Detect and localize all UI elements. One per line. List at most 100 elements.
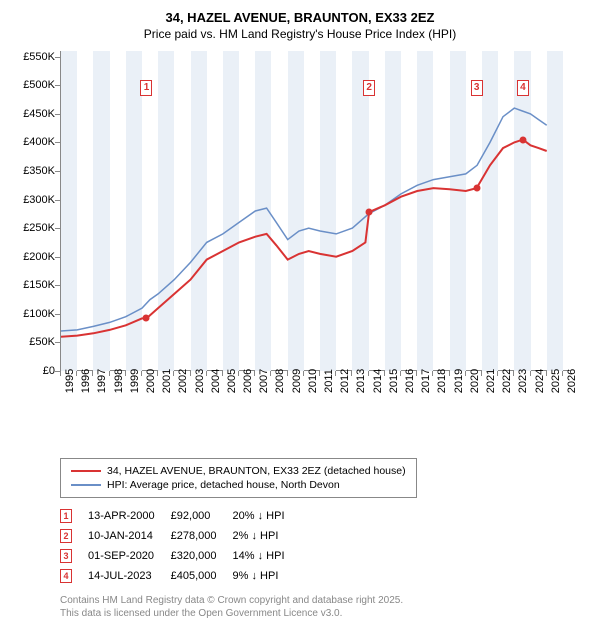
sale-date: 13-APR-2000 (88, 506, 171, 526)
y-axis-label: £300K (15, 194, 55, 206)
chart-svg (61, 51, 571, 371)
y-tick (55, 200, 60, 201)
sale-point (473, 185, 480, 192)
table-row: 414-JUL-2023£405,0009% ↓ HPI (60, 566, 301, 586)
sale-price: £320,000 (171, 546, 233, 566)
x-tick (287, 371, 288, 376)
sale-price: £405,000 (171, 566, 233, 586)
x-axis-label: 2019 (453, 369, 465, 393)
x-axis-label: 1998 (113, 369, 125, 393)
x-tick (481, 371, 482, 376)
y-tick (55, 114, 60, 115)
x-tick (513, 371, 514, 376)
table-row: 210-JAN-2014£278,0002% ↓ HPI (60, 526, 301, 546)
sale-diff: 9% ↓ HPI (233, 566, 301, 586)
x-tick (303, 371, 304, 376)
legend-row-2: HPI: Average price, detached house, Nort… (71, 478, 406, 492)
x-tick (530, 371, 531, 376)
y-axis-label: £0 (15, 365, 55, 377)
y-axis-label: £50K (15, 336, 55, 348)
chart-container: 34, HAZEL AVENUE, BRAUNTON, EX33 2EZ Pri… (0, 0, 600, 620)
x-axis-label: 2016 (404, 369, 416, 393)
x-tick (60, 371, 61, 376)
y-tick (55, 142, 60, 143)
x-axis-label: 2026 (566, 369, 578, 393)
x-tick (319, 371, 320, 376)
x-tick (449, 371, 450, 376)
x-tick (109, 371, 110, 376)
x-axis-label: 2003 (194, 369, 206, 393)
y-tick (55, 285, 60, 286)
x-axis-label: 2015 (388, 369, 400, 393)
y-tick (55, 228, 60, 229)
chart-marker: 1 (140, 80, 152, 96)
sale-diff: 20% ↓ HPI (233, 506, 301, 526)
note-marker: 4 (60, 569, 72, 583)
x-axis-label: 2024 (534, 369, 546, 393)
x-tick (335, 371, 336, 376)
x-tick (157, 371, 158, 376)
chart-marker: 2 (363, 80, 375, 96)
x-axis-label: 2025 (550, 369, 562, 393)
x-axis-label: 2017 (420, 369, 432, 393)
y-axis-label: £100K (15, 308, 55, 320)
x-axis-label: 2020 (469, 369, 481, 393)
x-axis-label: 2013 (355, 369, 367, 393)
sale-point (519, 136, 526, 143)
sale-date: 01-SEP-2020 (88, 546, 171, 566)
x-axis-label: 2002 (177, 369, 189, 393)
x-axis-label: 2004 (210, 369, 222, 393)
x-axis-label: 2006 (242, 369, 254, 393)
x-tick (190, 371, 191, 376)
x-axis-label: 2007 (258, 369, 270, 393)
note-marker: 1 (60, 509, 72, 523)
x-axis-label: 1996 (80, 369, 92, 393)
sale-price: £278,000 (171, 526, 233, 546)
y-tick (55, 171, 60, 172)
chart-title: 34, HAZEL AVENUE, BRAUNTON, EX33 2EZ (15, 10, 585, 25)
x-axis-label: 1997 (96, 369, 108, 393)
sale-date: 10-JAN-2014 (88, 526, 171, 546)
x-axis-label: 2005 (226, 369, 238, 393)
legend-label-2: HPI: Average price, detached house, Nort… (107, 479, 340, 491)
x-axis-label: 2011 (323, 369, 335, 393)
x-axis-label: 2001 (161, 369, 173, 393)
x-tick (400, 371, 401, 376)
x-tick (141, 371, 142, 376)
y-axis-label: £150K (15, 279, 55, 291)
x-axis-label: 2023 (517, 369, 529, 393)
x-axis-label: 2021 (485, 369, 497, 393)
y-axis-label: £400K (15, 136, 55, 148)
table-row: 113-APR-2000£92,00020% ↓ HPI (60, 506, 301, 526)
chart-marker: 4 (517, 80, 529, 96)
y-axis-label: £500K (15, 79, 55, 91)
y-tick (55, 342, 60, 343)
plot-region: 1234 (60, 51, 570, 371)
x-tick (254, 371, 255, 376)
x-axis-label: 2012 (339, 369, 351, 393)
x-tick (206, 371, 207, 376)
sale-point (366, 209, 373, 216)
x-axis-label: 2014 (372, 369, 384, 393)
y-tick (55, 57, 60, 58)
x-tick (76, 371, 77, 376)
x-tick (384, 371, 385, 376)
table-row: 301-SEP-2020£320,00014% ↓ HPI (60, 546, 301, 566)
x-axis-label: 2018 (436, 369, 448, 393)
sale-diff: 14% ↓ HPI (233, 546, 301, 566)
footer-line-1: Contains HM Land Registry data © Crown c… (60, 594, 585, 607)
chart-area: 1234 £0£50K£100K£150K£200K£250K£300K£350… (15, 46, 585, 416)
legend-swatch-1 (71, 470, 101, 473)
x-axis-label: 2009 (291, 369, 303, 393)
x-tick (92, 371, 93, 376)
legend-swatch-2 (71, 484, 101, 486)
chart-subtitle: Price paid vs. HM Land Registry's House … (15, 27, 585, 41)
x-tick (416, 371, 417, 376)
x-tick (125, 371, 126, 376)
y-axis-label: £250K (15, 222, 55, 234)
footer-line-2: This data is licensed under the Open Gov… (60, 607, 585, 620)
price-paid-line (61, 140, 547, 337)
x-tick (562, 371, 563, 376)
x-axis-label: 2008 (274, 369, 286, 393)
x-tick (238, 371, 239, 376)
